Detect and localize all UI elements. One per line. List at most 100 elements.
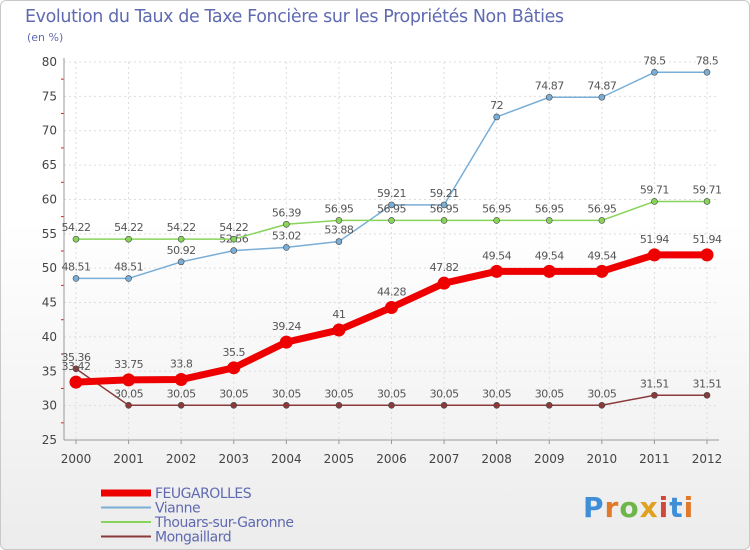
data-label-vianne: 50.92 (167, 244, 196, 257)
data-point-mongaillard (335, 401, 343, 409)
data-label-mongaillard: 31.51 (693, 377, 722, 390)
data-point-mongaillard (388, 401, 395, 409)
x-tick-label: 2000 (61, 452, 92, 466)
data-label-feugarolles: 41 (332, 308, 345, 321)
data-label-feugarolles: 33.75 (114, 358, 143, 371)
data-point-vianne (598, 93, 606, 101)
data-label-thouars-sur-garonne: 56.95 (324, 202, 353, 215)
data-point-vianne (493, 113, 500, 121)
data-point-vianne (125, 275, 132, 282)
data-point-mongaillard (283, 401, 290, 409)
data-label-thouars-sur-garonne: 59.71 (640, 183, 669, 196)
data-label-mongaillard: 30.05 (535, 387, 564, 400)
data-label-vianne: 53.88 (324, 224, 353, 237)
data-label-vianne: 74.87 (587, 79, 616, 92)
data-label-thouars-sur-garonne: 56.95 (482, 202, 511, 215)
data-label-mongaillard: 30.05 (482, 387, 511, 400)
data-point-vianne (177, 258, 185, 266)
data-label-thouars-sur-garonne: 59.71 (693, 183, 722, 196)
legend-label-mongaillard: Mongaillard (155, 530, 231, 546)
data-label-feugarolles: 44.28 (377, 285, 406, 298)
y-tick-label: 50 (42, 261, 57, 275)
data-label-thouars-sur-garonne: 56.95 (587, 202, 616, 215)
data-label-mongaillard: 30.05 (430, 387, 459, 400)
data-point-mongaillard (440, 401, 448, 409)
data-label-vianne: 78.5 (696, 54, 719, 67)
data-label-feugarolles: 35.5 (223, 346, 246, 359)
data-point-thouars-sur-garonne (125, 235, 132, 243)
data-label-thouars-sur-garonne: 54.22 (167, 221, 196, 234)
x-tick-label: 2003 (218, 452, 249, 466)
x-tick-label: 2005 (324, 452, 355, 466)
y-tick-label: 75 (42, 89, 57, 103)
y-tick-label: 60 (42, 192, 57, 206)
data-label-thouars-sur-garonne: 56.95 (535, 202, 564, 215)
data-point-feugarolles (332, 323, 346, 337)
data-label-feugarolles: 51.94 (640, 233, 669, 246)
data-label-feugarolles: 49.54 (482, 249, 511, 262)
data-point-thouars-sur-garonne (440, 217, 448, 224)
data-point-mongaillard (651, 391, 658, 399)
data-point-mongaillard (493, 401, 500, 409)
data-point-feugarolles (385, 300, 398, 314)
y-unit-label: (en %) (27, 31, 64, 44)
y-tick-label: 25 (42, 433, 57, 447)
data-label-mongaillard: 30.05 (219, 387, 248, 400)
data-point-feugarolles (595, 264, 609, 278)
data-point-thouars-sur-garonne (651, 198, 658, 205)
data-point-vianne (230, 247, 238, 254)
legend-label-vianne: Vianne (155, 501, 200, 517)
y-tick-label: 65 (42, 158, 57, 172)
data-label-thouars-sur-garonne: 56.95 (377, 202, 406, 215)
data-point-thouars-sur-garonne (230, 235, 238, 243)
data-label-feugarolles: 49.54 (587, 249, 616, 262)
data-point-thouars-sur-garonne (335, 217, 343, 224)
data-label-feugarolles: 33.42 (62, 360, 91, 373)
data-label-feugarolles: 47.82 (430, 261, 459, 274)
y-tick-label: 35 (42, 364, 57, 378)
data-label-thouars-sur-garonne: 54.22 (219, 221, 248, 234)
data-point-feugarolles (700, 248, 714, 262)
data-label-vianne: 78.5 (643, 54, 666, 67)
x-tick-label: 2006 (376, 452, 407, 466)
data-point-thouars-sur-garonne (493, 217, 500, 224)
data-point-thouars-sur-garonne (388, 217, 395, 224)
data-point-feugarolles (490, 264, 504, 278)
legend-label-thouars-sur-garonne: Thouars-sur-Garonne (154, 515, 293, 531)
data-label-mongaillard: 30.05 (114, 387, 143, 400)
data-label-thouars-sur-garonne: 54.22 (114, 221, 143, 234)
data-label-feugarolles: 49.54 (535, 249, 564, 262)
data-point-feugarolles (279, 335, 293, 349)
data-point-mongaillard (545, 401, 553, 409)
data-label-mongaillard: 30.05 (324, 387, 353, 400)
data-point-thouars-sur-garonne (72, 235, 80, 243)
data-point-mongaillard (230, 401, 238, 409)
data-point-mongaillard (72, 365, 80, 373)
data-point-vianne (72, 275, 80, 282)
y-tick-label: 45 (42, 296, 57, 310)
data-point-feugarolles (174, 373, 188, 387)
data-label-mongaillard: 30.05 (377, 387, 406, 400)
data-point-vianne (388, 201, 395, 209)
data-point-feugarolles (542, 264, 556, 278)
data-point-feugarolles (437, 276, 451, 290)
x-tick-label: 2012 (692, 452, 723, 466)
data-label-vianne: 59.21 (430, 187, 459, 200)
data-point-thouars-sur-garonne (283, 220, 290, 228)
x-tick-label: 2010 (587, 452, 618, 466)
data-label-vianne: 48.51 (114, 260, 143, 273)
legend-label-feugarolles: FEUGAROLLES (155, 486, 252, 502)
y-tick-label: 80 (42, 55, 57, 69)
data-label-vianne: 74.87 (535, 79, 564, 92)
x-tick-label: 2008 (481, 452, 512, 466)
data-point-vianne (703, 69, 711, 76)
data-label-vianne: 59.21 (377, 187, 406, 200)
x-tick-label: 2011 (639, 452, 670, 466)
chart-title: Evolution du Taux de Taxe Foncière sur l… (25, 7, 564, 27)
x-tick-label: 2002 (166, 452, 197, 466)
data-point-feugarolles (122, 373, 136, 387)
data-label-feugarolles: 33.8 (170, 358, 193, 371)
data-point-thouars-sur-garonne (598, 217, 606, 224)
y-tick-label: 30 (42, 399, 57, 413)
